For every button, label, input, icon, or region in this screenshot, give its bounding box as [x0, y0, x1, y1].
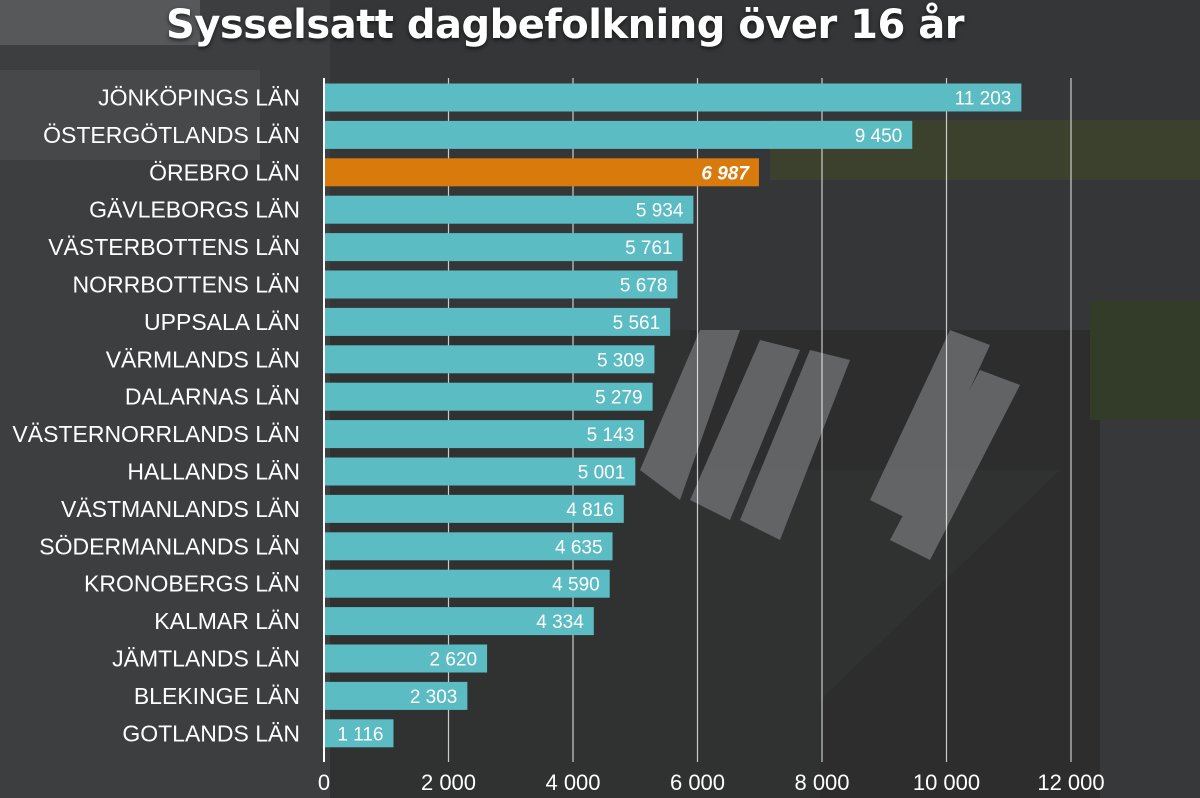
bar: [325, 681, 468, 710]
bar: [325, 457, 636, 486]
data-label: 2 303: [410, 687, 458, 708]
category-label: ÖSTERGÖTLANDS LÄN: [43, 122, 300, 148]
bar-highlighted: [325, 158, 759, 187]
data-label: 11 203: [955, 89, 1012, 110]
x-tick-label: 12 000: [1037, 770, 1104, 795]
category-label: VÄSTMANLANDS LÄN: [61, 496, 300, 522]
x-tick-label: 0: [318, 770, 330, 795]
chart-title: Sysselsatt dagbefolkning över 16 år: [166, 2, 964, 48]
bar: [325, 607, 594, 636]
category-label: VÄRMLANDS LÄN: [106, 346, 300, 372]
data-label: 4 635: [555, 537, 603, 558]
category-label: UPPSALA LÄN: [144, 309, 300, 335]
labels: 0 2 000 4 000 6 000 8 000 10 000 12 000 JÖNKÖPI…: [12, 85, 1104, 796]
category-label: VÄSTERNORRLANDS LÄN: [12, 421, 300, 447]
x-tick-label: 4 000: [545, 770, 600, 795]
bar: [325, 569, 610, 598]
data-label: 5 143: [587, 425, 635, 446]
bars: [325, 83, 1022, 748]
data-label: 5 934: [636, 201, 684, 222]
data-label: 5 309: [597, 350, 645, 371]
category-label: SÖDERMANLANDS LÄN: [39, 533, 300, 559]
x-tick-label: 6 000: [670, 770, 725, 795]
category-label: NORRBOTTENS LÄN: [73, 272, 300, 298]
data-label: 4 816: [566, 500, 614, 521]
bar: [325, 233, 683, 262]
data-label: 4 334: [536, 612, 584, 633]
category-label: VÄSTERBOTTENS LÄN: [48, 234, 300, 260]
bar: [325, 345, 655, 374]
bar: [325, 195, 694, 224]
bar: [325, 120, 913, 149]
bar: [325, 494, 624, 523]
data-label: 1 116: [337, 724, 383, 745]
data-label: 9 450: [855, 126, 903, 147]
bar: [325, 644, 488, 673]
category-label: KRONOBERGS LÄN: [84, 571, 300, 597]
data-label: 5 561: [613, 313, 661, 334]
bar: [325, 382, 653, 411]
bar: [325, 270, 678, 299]
data-label: 5 678: [620, 276, 668, 297]
bar: [325, 420, 645, 449]
data-label: 2 620: [430, 650, 478, 671]
category-label: JÄMTLANDS LÄN: [112, 646, 300, 672]
category-label: DALARNAS LÄN: [125, 384, 300, 410]
category-label: GOTLANDS LÄN: [122, 720, 300, 746]
bar: [325, 307, 671, 336]
category-label: GÄVLEBORGS LÄN: [89, 197, 300, 223]
data-label: 5 761: [625, 238, 673, 259]
data-label: 6 987: [701, 163, 750, 184]
bar: [325, 83, 1022, 112]
bar: [325, 532, 613, 561]
category-label: BLEKINGE LÄN: [134, 683, 300, 709]
data-label: 5 001: [578, 463, 626, 484]
category-label: JÖNKÖPINGS LÄN: [98, 85, 300, 111]
data-label: 4 590: [552, 575, 600, 596]
data-label: 5 279: [595, 388, 643, 409]
gridlines: [447, 78, 1072, 762]
category-label: ÖREBRO LÄN: [149, 159, 300, 185]
category-label: HALLANDS LÄN: [127, 459, 300, 485]
category-label: KALMAR LÄN: [154, 608, 300, 634]
x-tick-label: 8 000: [794, 770, 849, 795]
x-tick-label: 10 000: [913, 770, 980, 795]
x-tick-label: 2 000: [421, 770, 476, 795]
bar: [325, 719, 394, 748]
